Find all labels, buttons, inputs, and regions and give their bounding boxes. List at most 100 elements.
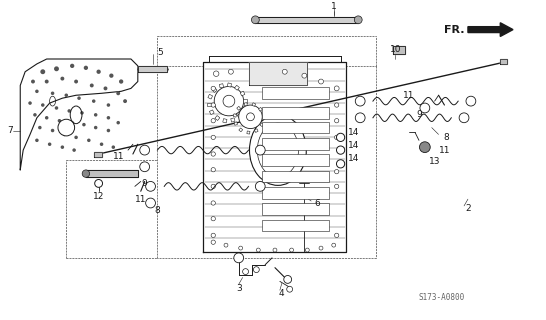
Circle shape [256,145,265,155]
Bar [262,154,329,166]
Circle shape [234,253,244,263]
Polygon shape [468,23,513,36]
Circle shape [318,79,323,84]
Circle shape [94,126,97,129]
Bar [242,107,246,111]
Circle shape [116,121,120,124]
Circle shape [109,74,114,78]
Text: 3: 3 [236,284,241,293]
Text: 10: 10 [390,45,401,54]
Circle shape [84,66,88,70]
Circle shape [54,66,59,71]
Bar [219,84,223,88]
Circle shape [335,233,339,237]
Circle shape [335,103,339,107]
Circle shape [332,243,336,247]
Circle shape [80,111,84,115]
Bar [234,122,238,125]
Circle shape [223,95,235,107]
Circle shape [284,276,292,283]
Circle shape [420,103,430,113]
Bar [210,110,214,115]
Polygon shape [86,170,138,177]
Text: 5: 5 [157,48,163,57]
Bar [244,103,247,106]
Bar [237,106,241,110]
Bar [262,203,329,215]
Text: 14: 14 [348,141,359,150]
Circle shape [41,103,45,107]
Circle shape [90,84,94,87]
Text: 11: 11 [135,195,146,204]
Circle shape [224,243,228,247]
Bar [244,100,247,103]
Circle shape [211,201,215,205]
Circle shape [305,248,309,252]
Circle shape [73,148,76,152]
Bar [262,87,329,99]
Polygon shape [204,62,347,252]
Circle shape [119,79,123,84]
Bar [240,91,245,96]
Circle shape [55,106,58,110]
Circle shape [116,91,120,95]
Circle shape [51,92,55,95]
Text: S173-A0800: S173-A0800 [418,292,465,301]
Ellipse shape [257,123,299,177]
Circle shape [211,152,215,156]
Circle shape [211,119,215,123]
Text: 13: 13 [429,157,441,166]
Circle shape [211,184,215,188]
Circle shape [104,86,108,90]
Circle shape [239,105,262,129]
Bar [260,123,264,127]
Circle shape [45,80,49,84]
Text: 14: 14 [348,155,359,164]
Circle shape [253,267,259,273]
Circle shape [48,142,51,146]
Text: 6: 6 [314,198,320,207]
Circle shape [336,160,345,168]
Text: 9: 9 [416,110,422,119]
Bar [207,103,211,107]
Bar [223,119,227,123]
Bar [262,187,329,199]
Circle shape [78,96,81,100]
Circle shape [282,69,287,74]
Bar [212,87,217,92]
Text: 12: 12 [93,192,104,201]
Circle shape [211,233,215,237]
Circle shape [319,246,323,250]
Circle shape [247,113,254,121]
Circle shape [213,71,219,76]
Polygon shape [20,59,138,170]
Circle shape [68,109,71,113]
Circle shape [74,136,78,139]
Circle shape [355,113,365,123]
Bar [237,113,242,118]
Circle shape [335,170,339,174]
Circle shape [256,181,265,191]
Circle shape [211,86,215,91]
Circle shape [82,123,86,126]
Polygon shape [500,59,507,64]
Circle shape [64,93,68,97]
Polygon shape [209,56,341,62]
Circle shape [58,119,61,123]
Bar [262,220,329,231]
Text: 11: 11 [438,146,450,155]
Bar [254,129,258,132]
Circle shape [466,96,476,106]
Circle shape [35,90,39,93]
Text: 8: 8 [155,206,161,215]
Circle shape [58,119,75,136]
Ellipse shape [250,115,306,185]
Circle shape [106,116,110,120]
Bar [262,107,329,119]
Circle shape [111,145,115,149]
Bar [227,83,232,87]
Polygon shape [393,46,405,54]
Circle shape [45,116,49,120]
Circle shape [106,129,110,132]
Circle shape [74,80,78,84]
